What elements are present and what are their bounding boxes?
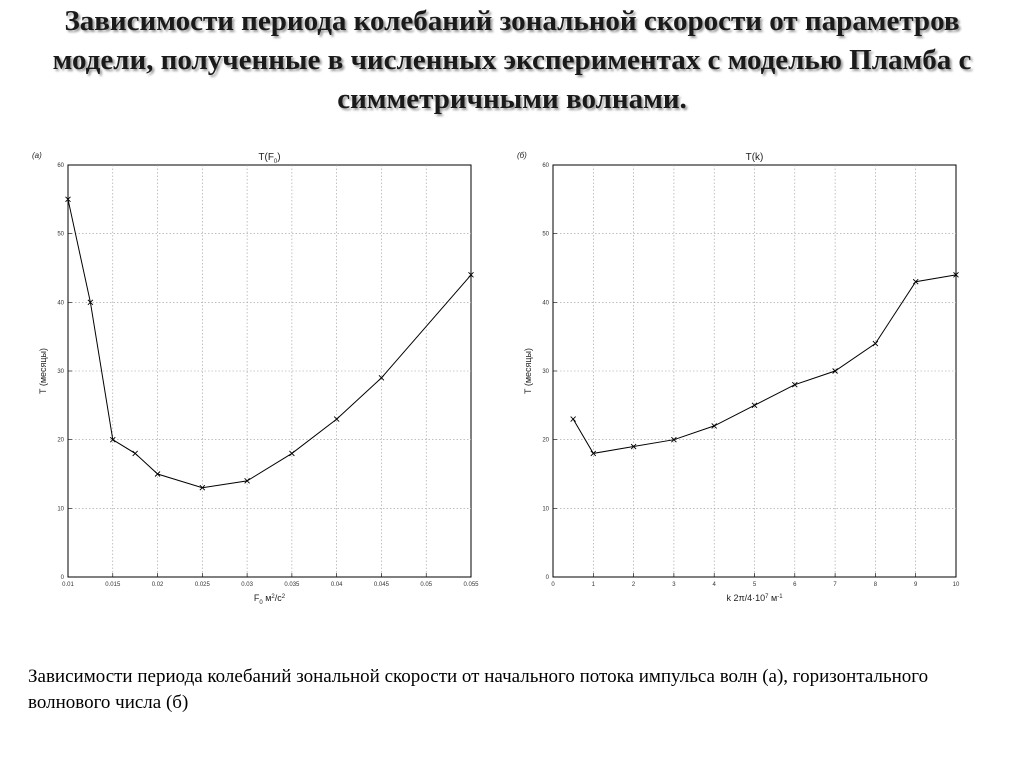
chart0-x-tick-label: 0.025 xyxy=(195,582,211,588)
chart1-x-tick-label: 9 xyxy=(914,582,918,588)
chart1-y-tick-label: 0 xyxy=(546,575,550,581)
chart1-x-tick-label: 1 xyxy=(592,582,596,588)
chart0-x-tick-label: 0.01 xyxy=(62,582,74,588)
chart0-data-point xyxy=(289,450,295,457)
chart0-data-point xyxy=(468,272,474,278)
slide-title: Зависимости периода колебаний зональной … xyxy=(52,5,972,115)
chart1-x-tick-label: 5 xyxy=(753,582,757,588)
chart1-data-point xyxy=(832,368,838,374)
chart1-x-tick-label: 3 xyxy=(672,582,676,588)
chart1-y-tick-label: 40 xyxy=(542,300,549,306)
chart0-x-tick-label: 0.045 xyxy=(374,582,390,588)
chart0-data-point xyxy=(109,436,116,443)
chart0-y-tick-label: 30 xyxy=(57,369,64,375)
chart1-x-tick-label: 6 xyxy=(793,582,797,588)
chart0-x-tick-label: 0.02 xyxy=(152,582,164,588)
chart0-y-tick-label: 40 xyxy=(57,300,64,306)
chart1-x-tick-label: 8 xyxy=(874,582,878,588)
chart-a-fo: 0.01 0.015 0.02 0.025 0.03 0.035 0.04 0.045 0.05… xyxy=(32,151,479,606)
chart1-y-tick-label: 10 xyxy=(542,506,549,512)
chart1-x-tick-label: 10 xyxy=(953,582,960,588)
chart1-data-point xyxy=(912,278,919,285)
figure-caption: Зависимости периода колебаний зональной … xyxy=(28,666,929,713)
chart0-x-tick-label: 0.055 xyxy=(463,582,479,588)
chart0-x-axis-label: F0 м2/с2 xyxy=(254,593,286,606)
chart0-y-axis-label: T (месяцы) xyxy=(38,348,48,394)
chart0-data-point xyxy=(244,478,250,484)
chart1-data-point xyxy=(751,402,758,409)
chart0-x-tick-label: 0.05 xyxy=(420,582,432,588)
chart0-x-tick-label: 0.035 xyxy=(284,582,300,588)
chart1-chart-title: T(k) xyxy=(746,152,764,163)
chart1-y-tick-label: 60 xyxy=(542,163,549,169)
chart1-panel-label: (б) xyxy=(517,151,527,160)
chart0-chart-title: T(F0) xyxy=(258,152,280,165)
chart0-data-point xyxy=(333,416,340,422)
chart1-x-axis-label: k 2π/4·107 м-1 xyxy=(726,593,783,603)
chart1-y-axis-label: T (месяцы) xyxy=(523,348,533,394)
chart0-x-tick-label: 0.015 xyxy=(105,582,121,588)
chart0-data-point xyxy=(132,450,138,457)
chart1-y-tick-label: 30 xyxy=(542,369,549,375)
chart0-panel-label: (а) xyxy=(32,151,42,160)
chart1-data-point xyxy=(791,381,798,388)
chart1-x-tick-label: 7 xyxy=(833,582,837,588)
chart0-x-tick-label: 0.03 xyxy=(241,582,253,588)
chart0-data-point xyxy=(378,375,385,381)
chart0-data-point xyxy=(154,471,161,477)
chart1-x-tick-label: 4 xyxy=(713,582,717,588)
chart1-data-point xyxy=(872,340,879,347)
chart0-y-tick-label: 50 xyxy=(57,232,64,238)
chart0-y-tick-label: 0 xyxy=(61,575,65,581)
chart1-x-tick-label: 2 xyxy=(632,582,636,588)
chart0-data-point xyxy=(199,484,206,491)
chart1-data-point xyxy=(570,416,576,422)
chart1-y-tick-label: 20 xyxy=(542,438,549,444)
chart1-data-point xyxy=(590,450,597,457)
chart0-y-tick-label: 20 xyxy=(57,438,64,444)
chart1-data-point xyxy=(953,272,959,278)
chart1-data-point xyxy=(671,436,677,443)
chart0-y-tick-label: 10 xyxy=(57,506,64,512)
chart1-x-tick-label: 0 xyxy=(551,582,555,588)
chart-b-k: 0 1 2 3 4 5 6 7 8 9 10 0 10 20 30 40 50 60 T(k) (б) T (месяц… xyxy=(517,151,960,603)
chart0-data-point xyxy=(65,196,71,203)
chart0-data-point xyxy=(87,299,94,306)
chart1-data-point xyxy=(630,443,637,450)
chart1-y-tick-label: 50 xyxy=(542,232,549,238)
chart1-data-point xyxy=(711,423,718,429)
chart0-y-tick-label: 60 xyxy=(57,163,64,169)
chart0-x-tick-label: 0.04 xyxy=(331,582,343,588)
